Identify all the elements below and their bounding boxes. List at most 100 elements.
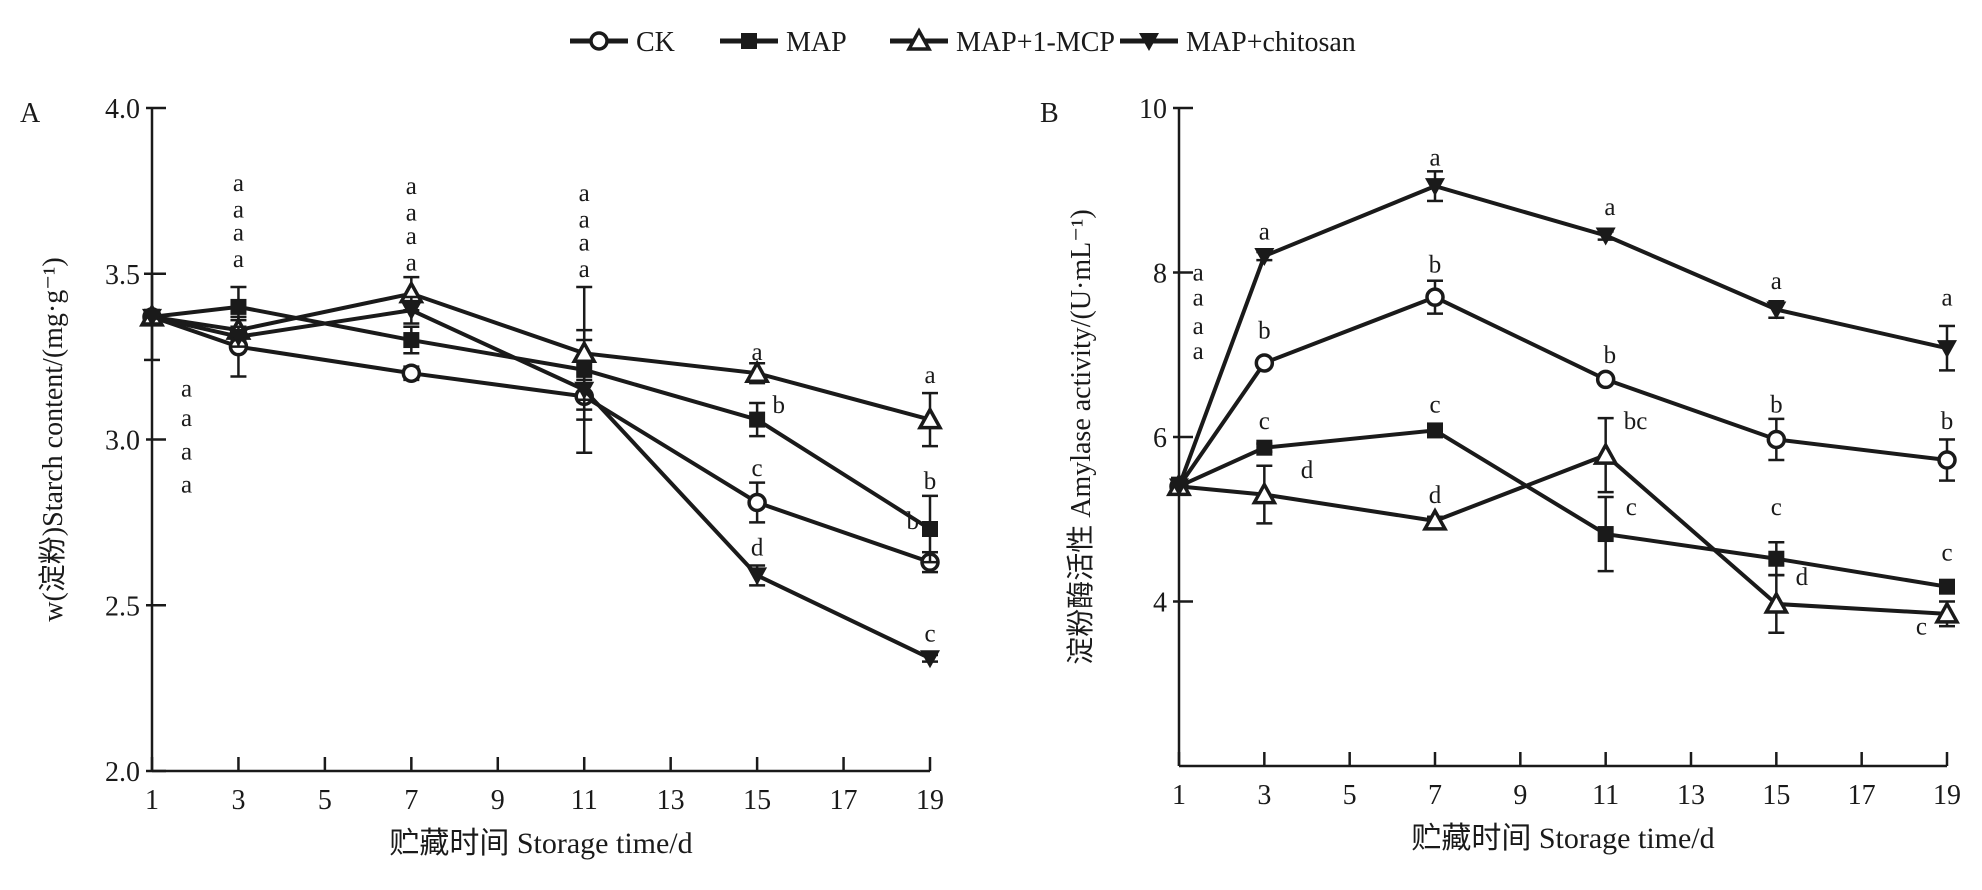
data-point	[401, 363, 422, 383]
x-tick-label: 9	[1513, 780, 1527, 811]
data-point	[1766, 429, 1787, 450]
significance-label: a	[1941, 284, 1952, 311]
y-tick-label: 6	[1153, 423, 1167, 454]
significance-label: d	[1429, 482, 1442, 509]
data-point	[228, 328, 249, 347]
significance-label: b	[906, 508, 919, 535]
significance-label: a	[233, 170, 244, 197]
data-point	[1425, 178, 1445, 197]
significance-label: c	[752, 455, 763, 482]
significance-label: c	[1941, 539, 1952, 566]
legend-label: MAP+chitosan	[1186, 27, 1356, 58]
y-tick-label: 4	[1153, 588, 1167, 619]
series-line	[1177, 184, 1948, 488]
significance-label: a	[579, 256, 590, 283]
x-tick-label: 15	[1762, 780, 1790, 811]
data-point	[1427, 422, 1443, 439]
data-point	[1592, 441, 1619, 465]
series-map-chitosan	[142, 295, 940, 669]
y-tick-label: 2.5	[105, 591, 140, 622]
series-line	[1177, 294, 1948, 488]
series-line	[151, 308, 931, 661]
significance-label: c	[1626, 494, 1637, 521]
significance-label: a	[1429, 145, 1440, 172]
data-point	[1169, 478, 1189, 497]
data-point	[747, 567, 768, 586]
legend-marker	[1139, 33, 1159, 51]
x-tick-label: 13	[1677, 780, 1705, 811]
legend-marker	[589, 31, 609, 51]
data-point	[1937, 450, 1957, 470]
x-tick-label: 13	[657, 785, 685, 816]
significance-label: d	[1796, 564, 1809, 591]
significance-label: b	[1941, 408, 1954, 435]
y-tick-label: 10	[1139, 94, 1167, 125]
x-tick-label: 5	[1343, 780, 1357, 811]
series-map-1-mcp	[1166, 416, 1960, 635]
significance-label: b	[772, 392, 785, 419]
data-point	[1254, 353, 1275, 373]
x-tick-label: 5	[318, 785, 332, 816]
x-tick-label: 11	[1592, 780, 1619, 811]
data-point	[1254, 248, 1275, 267]
significance-label: b	[1429, 252, 1442, 279]
x-axis-label: 贮藏时间 Storage time/d	[389, 827, 692, 860]
significance-label: a	[181, 405, 192, 432]
panel-label-a: A	[20, 98, 41, 129]
series-line	[151, 291, 931, 422]
significance-label: a	[752, 339, 763, 366]
x-axis-label: 贮藏时间 Storage time/d	[1411, 822, 1714, 855]
legend: CK MAP MAP+1-MCP MAP+chitosan	[570, 27, 1356, 58]
legend-label: CK	[636, 27, 675, 58]
significance-label: a	[1771, 268, 1782, 295]
x-tick-label: 17	[830, 785, 858, 816]
significance-label: a	[579, 206, 590, 233]
data-point	[922, 521, 938, 538]
x-tick-label: 1	[1172, 780, 1186, 811]
significance-label: b	[1770, 391, 1783, 418]
legend-item-ck: CK	[570, 27, 675, 58]
legend-marker	[906, 27, 932, 51]
significance-label: c	[1771, 494, 1782, 521]
significance-label: a	[1193, 338, 1204, 365]
x-tick-label: 19	[1933, 780, 1961, 811]
data-point	[1934, 600, 1960, 624]
data-point	[1595, 227, 1616, 246]
x-tick-label: 3	[231, 785, 245, 816]
y-tick-label: 3.0	[105, 426, 140, 457]
x-tick-label: 7	[1428, 780, 1442, 811]
series-line	[1178, 428, 1948, 589]
x-tick-label: 19	[916, 785, 944, 816]
significance-label: d	[1301, 457, 1314, 484]
significance-label: a	[181, 438, 192, 465]
y-tick-label: 4.0	[105, 94, 140, 125]
significance-label: c	[924, 621, 935, 648]
significance-label: a	[233, 246, 244, 273]
data-point	[1425, 287, 1445, 307]
y-tick-label: 8	[1153, 259, 1167, 290]
data-point	[747, 492, 767, 513]
data-point	[749, 411, 766, 428]
data-point	[920, 650, 940, 669]
significance-label: a	[406, 223, 417, 250]
data-point	[142, 308, 162, 327]
x-tick-label: 7	[404, 785, 418, 816]
data-point	[574, 381, 595, 400]
data-point	[744, 359, 771, 383]
data-point	[403, 332, 420, 349]
significance-label: a	[406, 249, 417, 276]
significance-label: a	[181, 375, 192, 402]
data-point	[1768, 550, 1785, 567]
data-point	[1256, 439, 1273, 456]
significance-label: a	[1604, 194, 1615, 221]
significance-label: a	[579, 180, 590, 207]
x-tick-label: 1	[145, 785, 159, 816]
significance-label: a	[1193, 284, 1204, 311]
legend-item-map-chitosan: MAP+chitosan	[1120, 27, 1356, 58]
x-tick-label: 11	[571, 785, 598, 816]
significance-label: b	[1604, 342, 1617, 369]
legend-label: MAP	[786, 27, 847, 58]
